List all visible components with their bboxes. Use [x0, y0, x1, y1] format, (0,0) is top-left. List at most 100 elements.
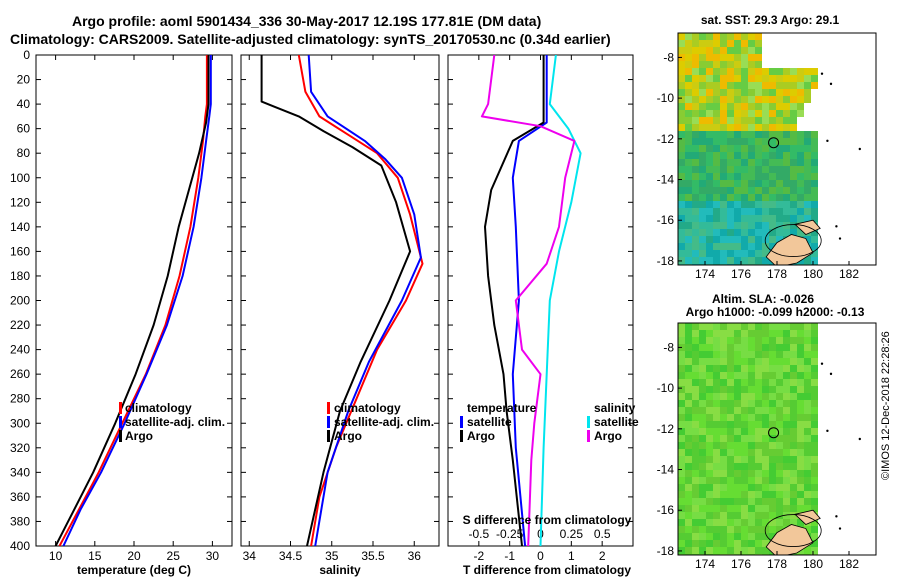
legend-satellite-adj: satellite-adj. clim.	[125, 415, 225, 429]
map-cell	[741, 505, 748, 512]
map-cell	[755, 222, 762, 229]
map-cell	[811, 386, 818, 393]
map-cell	[790, 344, 797, 351]
map-cell	[776, 463, 783, 470]
map-cell	[720, 337, 727, 344]
map-cell	[685, 456, 692, 463]
map-cell	[720, 201, 727, 208]
map-cell	[769, 428, 776, 435]
map-cell	[706, 145, 713, 152]
depth-tick-label: 220	[10, 318, 30, 332]
map-cell	[699, 173, 706, 180]
map-cell	[741, 442, 748, 449]
map-cell	[811, 393, 818, 400]
map-cell	[748, 421, 755, 428]
map-cell	[678, 421, 685, 428]
land-vanua-levu	[794, 219, 821, 235]
figure-title-line2: Climatology: CARS2009. Satellite-adjuste…	[10, 31, 611, 47]
legend-sal-argo: Argo	[594, 429, 622, 443]
map-cell	[741, 421, 748, 428]
map-cell	[678, 407, 685, 414]
map-cell	[790, 124, 797, 131]
map-cell	[790, 222, 797, 229]
map-cell	[678, 110, 685, 117]
map-cell	[797, 131, 804, 138]
map-cell	[797, 229, 804, 236]
map-cell	[811, 526, 818, 533]
map-cell	[811, 159, 818, 166]
map-cell	[790, 379, 797, 386]
map-cell	[741, 145, 748, 152]
map-cell	[741, 435, 748, 442]
map-cell	[755, 470, 762, 477]
map-cell	[692, 61, 699, 68]
map-cell	[685, 229, 692, 236]
map-cell	[769, 117, 776, 124]
map-cell	[797, 428, 804, 435]
map-cell	[692, 386, 699, 393]
map-cell	[790, 358, 797, 365]
map-cell	[769, 470, 776, 477]
map-cell	[783, 484, 790, 491]
map-cell	[748, 351, 755, 358]
map-cell	[713, 75, 720, 82]
map-cell	[769, 498, 776, 505]
map-cell	[755, 257, 762, 264]
difference-panel	[447, 54, 634, 547]
salinity-xlabel: salinity	[319, 563, 361, 577]
map-cell	[804, 152, 811, 159]
map-cell	[713, 208, 720, 215]
map-cell	[727, 82, 734, 89]
map-cell	[727, 250, 734, 257]
map-cell	[678, 229, 685, 236]
map-cell	[699, 344, 706, 351]
map-cell	[776, 358, 783, 365]
map-cell	[762, 103, 769, 110]
map-cell	[748, 152, 755, 159]
map-cell	[755, 407, 762, 414]
map-cell	[762, 145, 769, 152]
map-cell	[713, 89, 720, 96]
map-cell	[706, 61, 713, 68]
map-cell	[713, 393, 720, 400]
map-cell	[706, 180, 713, 187]
map-cell	[713, 477, 720, 484]
map-cell	[811, 456, 818, 463]
map-cell	[811, 131, 818, 138]
map-cell	[727, 351, 734, 358]
map-cell	[748, 498, 755, 505]
map-cell	[776, 407, 783, 414]
map-cell	[692, 159, 699, 166]
depth-tick-label: 0	[23, 48, 30, 62]
map-cell	[734, 414, 741, 421]
map-cell	[678, 124, 685, 131]
map-cell	[706, 173, 713, 180]
map-cell	[685, 145, 692, 152]
map-cell	[727, 547, 734, 554]
x-tick-label: 35.5	[361, 549, 385, 563]
map-cell	[685, 89, 692, 96]
map-cell	[685, 463, 692, 470]
map-cell	[783, 166, 790, 173]
map-cell	[783, 435, 790, 442]
map-cell	[790, 180, 797, 187]
map-cell	[720, 323, 727, 330]
map-cell	[734, 372, 741, 379]
map-cell	[755, 103, 762, 110]
map-cell	[804, 75, 811, 82]
map-cell	[678, 61, 685, 68]
map-cell	[678, 512, 685, 519]
map-cell	[741, 512, 748, 519]
map-cell	[811, 379, 818, 386]
map-cell	[720, 236, 727, 243]
map-cell	[783, 152, 790, 159]
map-cell	[797, 323, 804, 330]
temperature-series	[54, 55, 212, 546]
x-tick-label: 34.5	[279, 549, 303, 563]
map-cell	[692, 533, 699, 540]
map-cell	[797, 463, 804, 470]
map-cell	[734, 117, 741, 124]
map-cell	[727, 526, 734, 533]
map-cell	[699, 152, 706, 159]
map-cell	[783, 344, 790, 351]
